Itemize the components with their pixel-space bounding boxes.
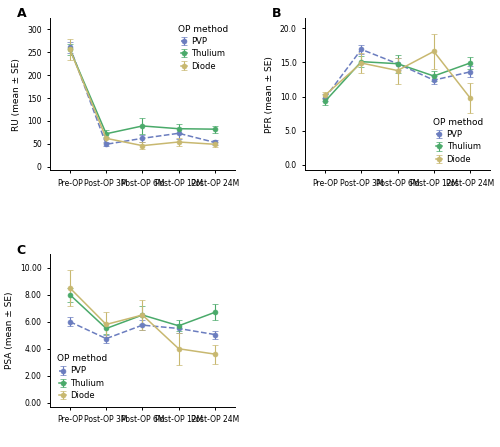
Legend: PVP, Thulium, Diode: PVP, Thulium, Diode bbox=[54, 352, 110, 403]
Y-axis label: PFR (mean ± SE): PFR (mean ± SE) bbox=[266, 56, 274, 133]
Y-axis label: PSA (mean ± SE): PSA (mean ± SE) bbox=[6, 292, 15, 369]
Y-axis label: RU (mean ± SE): RU (mean ± SE) bbox=[12, 58, 22, 131]
Text: C: C bbox=[16, 244, 26, 257]
Text: B: B bbox=[272, 7, 281, 20]
Text: A: A bbox=[16, 7, 26, 20]
Legend: PVP, Thulium, Diode: PVP, Thulium, Diode bbox=[430, 115, 486, 166]
Legend: PVP, Thulium, Diode: PVP, Thulium, Diode bbox=[176, 22, 231, 73]
